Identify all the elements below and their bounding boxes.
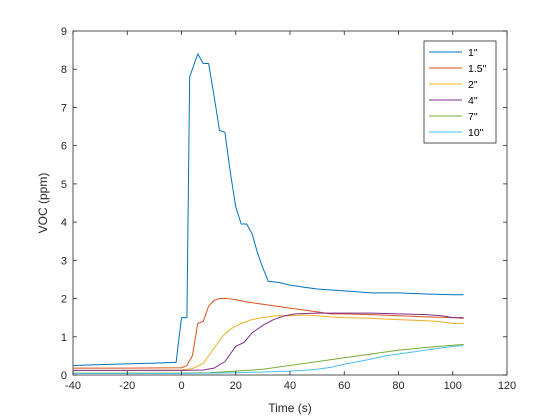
x-tick-label: 120	[498, 380, 516, 392]
legend-label-1: 1.5"	[468, 63, 487, 75]
y-tick-label: 0	[61, 370, 67, 382]
series-line-0	[72, 53, 464, 366]
legend-label-2: 2"	[468, 79, 478, 91]
legend: 1" 1.5" 2" 4" 7" 10"	[423, 40, 497, 144]
y-axis-label: VOC (ppm)	[36, 173, 50, 234]
legend-box	[423, 40, 497, 144]
y-tick-label: 9	[61, 26, 67, 38]
series-line-2	[73, 314, 464, 371]
x-tick-label: 80	[392, 380, 404, 392]
x-tick-label: -40	[65, 380, 81, 392]
y-tick-label: 8	[61, 64, 67, 76]
x-tick-label: 60	[338, 380, 350, 392]
series-line-3	[73, 312, 464, 371]
y-tick-label: 2	[61, 294, 67, 306]
legend-label-5: 10"	[468, 127, 484, 139]
y-tick-label: 4	[61, 217, 67, 229]
x-tick-label: -20	[119, 380, 135, 392]
x-tick-label: 0	[178, 380, 184, 392]
y-axis: 0 1 2 3 4 5 6 7 8 9	[61, 26, 507, 382]
series-line-1	[73, 298, 464, 369]
legend-label-3: 4"	[468, 95, 478, 107]
y-tick-label: 5	[61, 179, 67, 191]
y-tick-label: 1	[61, 332, 67, 344]
y-tick-label: 7	[61, 102, 67, 114]
y-tick-label: 6	[61, 141, 67, 153]
x-axis-label: Time (s)	[268, 401, 312, 415]
legend-label-4: 7"	[468, 111, 478, 123]
x-tick-label: 20	[230, 380, 242, 392]
x-tick-label: 40	[284, 380, 296, 392]
legend-label-0: 1"	[468, 47, 478, 59]
x-tick-label: 100	[444, 380, 462, 392]
x-axis: -40 -20 0 20 40 60 80 100 120	[65, 31, 516, 392]
y-tick-label: 3	[61, 255, 67, 267]
